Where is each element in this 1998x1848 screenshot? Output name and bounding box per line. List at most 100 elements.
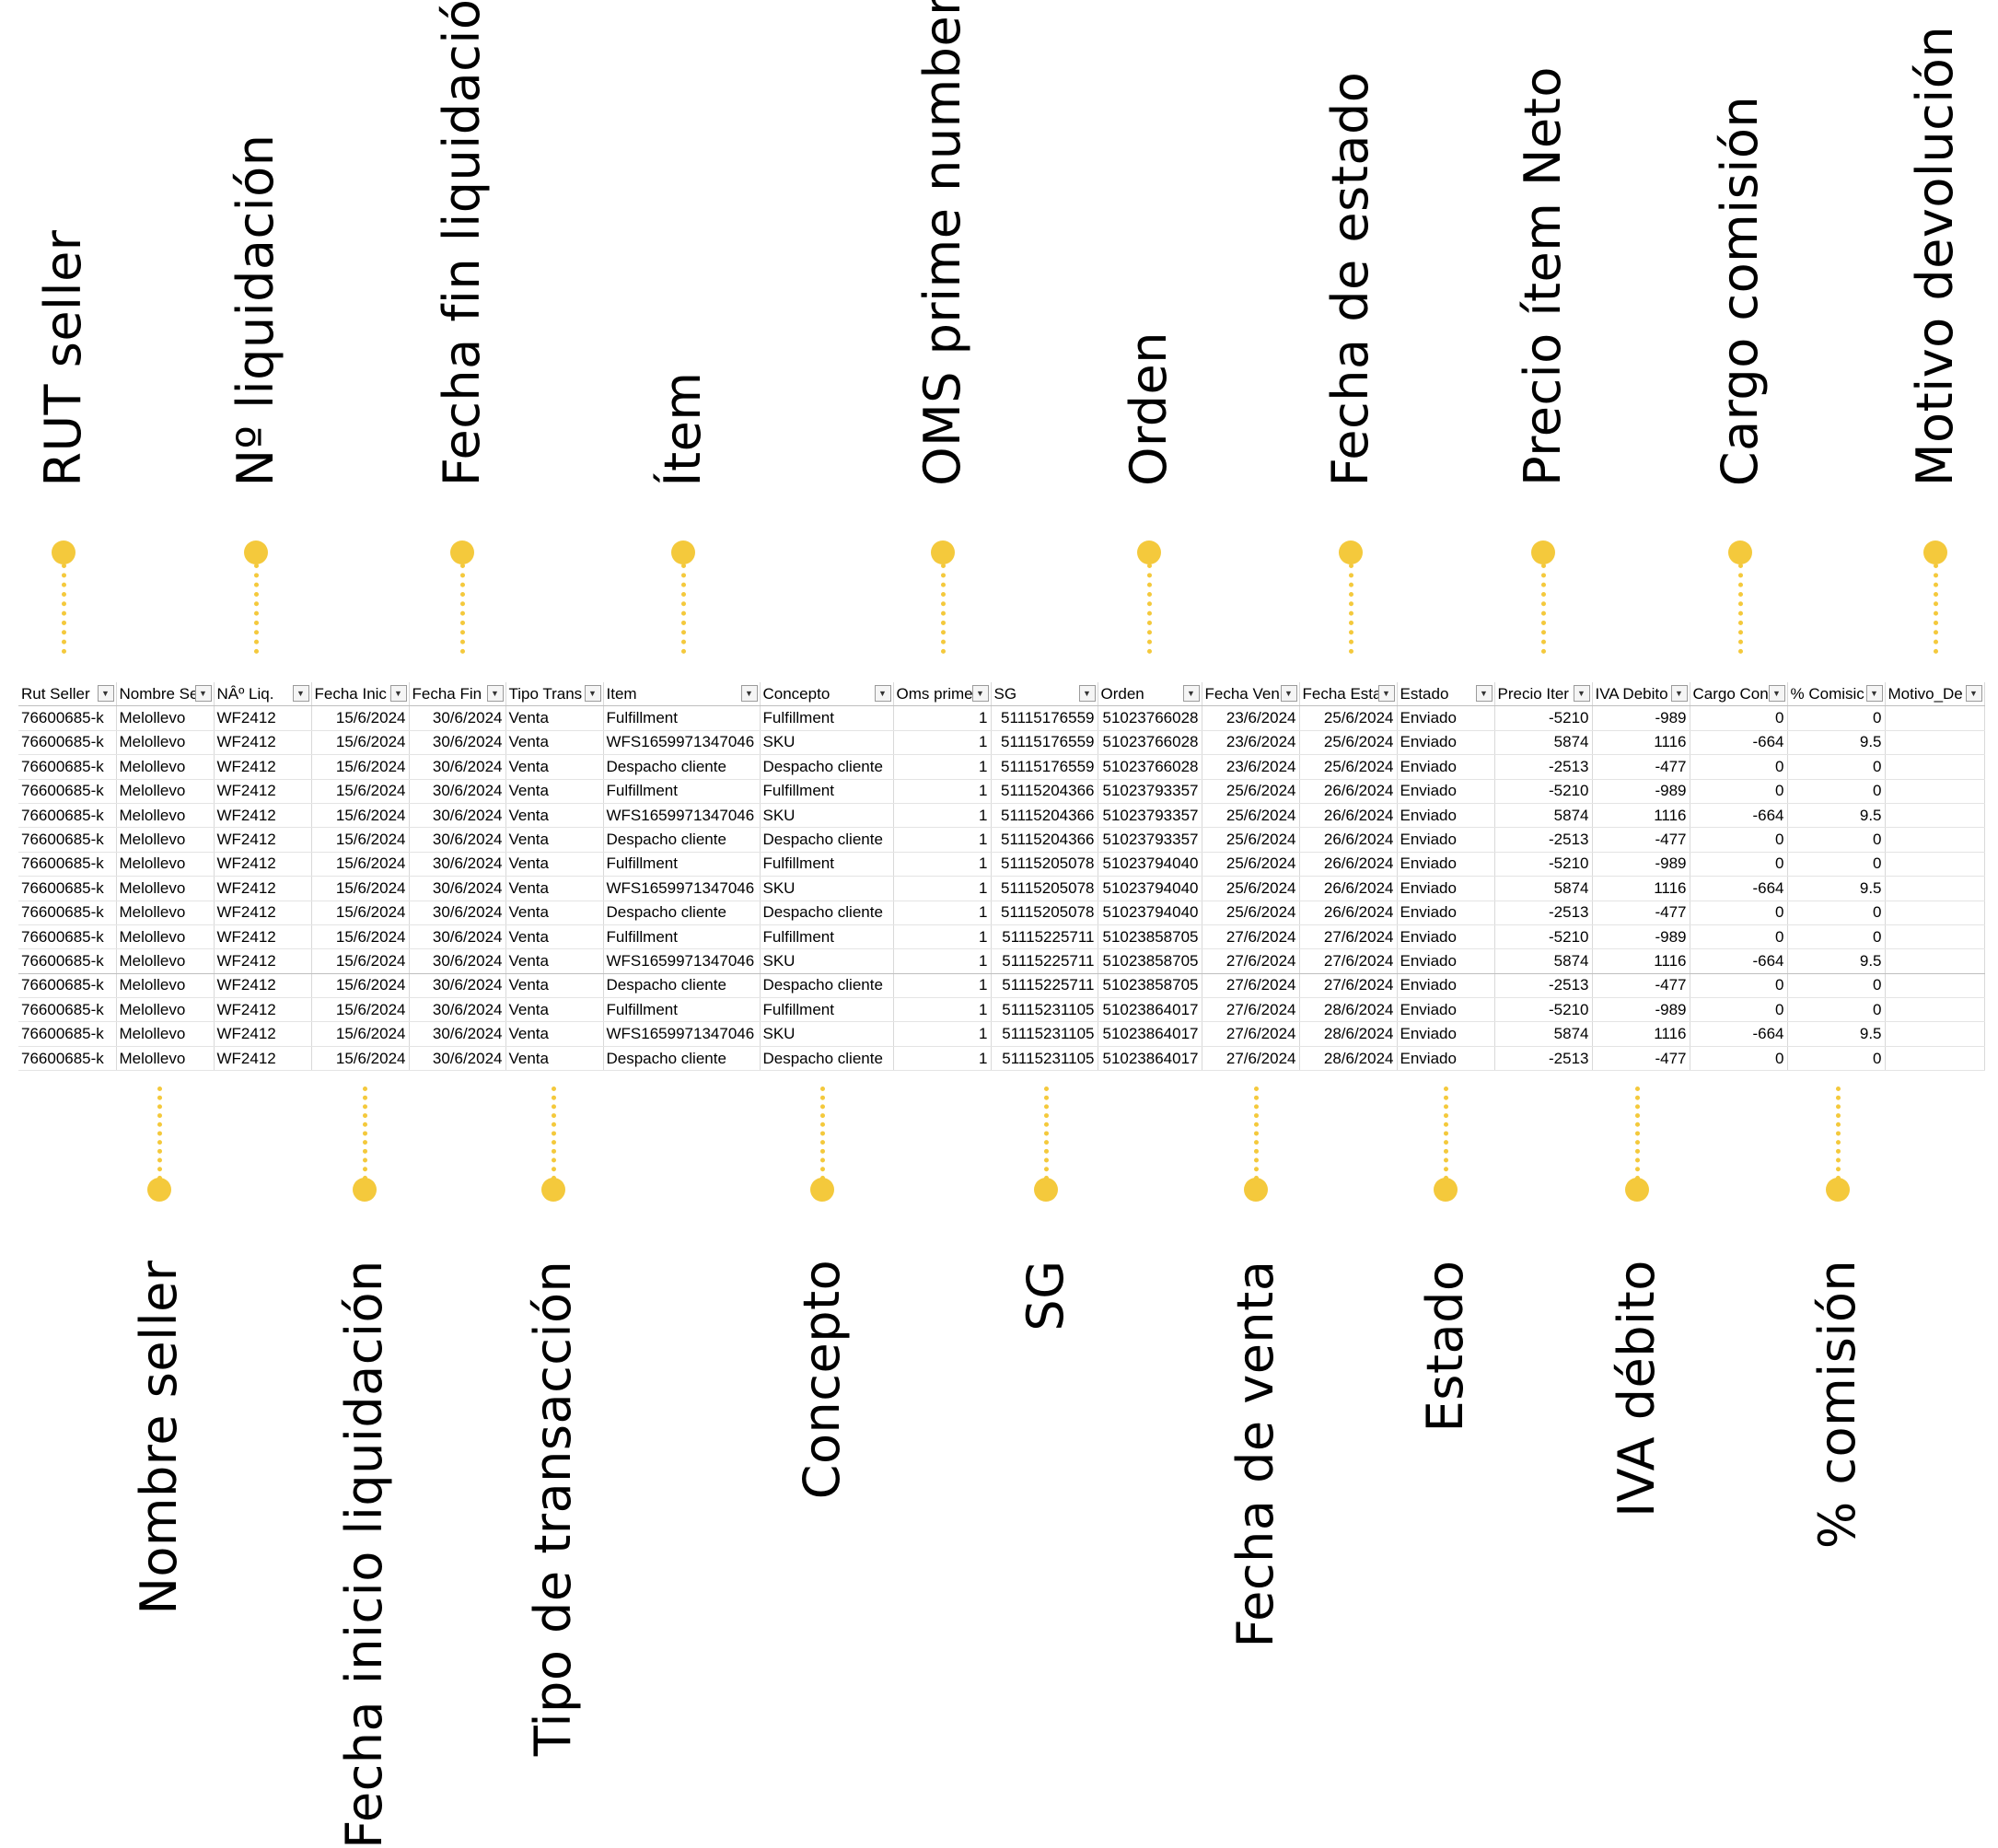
table-cell[interactable]: 28/6/2024 [1299,997,1398,1023]
table-cell[interactable]: 51023794040 [1098,901,1202,925]
table-cell[interactable]: 51023766028 [1098,754,1202,780]
table-cell[interactable]: 23/6/2024 [1202,705,1300,731]
table-cell[interactable]: 27/6/2024 [1299,948,1398,974]
table-cell[interactable]: 30/6/2024 [409,901,506,925]
table-cell[interactable] [1885,730,1985,756]
table-cell[interactable]: Enviado [1397,1046,1495,1072]
table-cell[interactable]: Venta [505,924,604,950]
table-cell[interactable]: SKU [760,948,894,974]
table-cell[interactable]: Melollevo [116,754,215,780]
table-cell[interactable]: 76600685-k [18,876,117,901]
table-cell[interactable]: Despacho cliente [760,973,894,999]
table-cell[interactable]: 30/6/2024 [409,948,506,974]
table-cell[interactable]: 1116 [1592,803,1690,829]
table-cell[interactable]: 0 [1690,901,1788,925]
table-cell[interactable]: Venta [505,705,604,731]
table-cell[interactable]: 27/6/2024 [1202,997,1300,1023]
table-cell[interactable]: 27/6/2024 [1202,924,1300,950]
table-cell[interactable]: -477 [1592,901,1690,925]
table-cell[interactable]: 51023858705 [1098,924,1202,950]
table-cell[interactable]: 27/6/2024 [1202,948,1300,974]
filter-dropdown-icon[interactable]: ▼ [1182,685,1200,702]
table-cell[interactable]: 0 [1787,705,1886,731]
table-cell[interactable]: WF2412 [214,803,312,829]
table-cell[interactable]: 26/6/2024 [1299,779,1398,804]
table-cell[interactable]: 15/6/2024 [311,1046,410,1072]
table-cell[interactable]: Despacho cliente [760,901,894,925]
table-cell[interactable]: Fulfillment [760,924,894,950]
table-cell[interactable]: 76600685-k [18,924,117,950]
table-cell[interactable]: Venta [505,779,604,804]
table-cell[interactable]: Despacho cliente [603,827,761,853]
table-cell[interactable]: WF2412 [214,705,312,731]
table-cell[interactable]: 9.5 [1787,948,1886,974]
table-cell[interactable]: Enviado [1397,997,1495,1023]
table-cell[interactable]: Enviado [1397,948,1495,974]
table-cell[interactable]: 26/6/2024 [1299,852,1398,878]
table-cell[interactable] [1885,779,1985,804]
table-cell[interactable]: 51023794040 [1098,876,1202,901]
table-cell[interactable]: 51023864017 [1098,1021,1202,1047]
table-cell[interactable]: 9.5 [1787,1021,1886,1047]
table-cell[interactable]: 1 [893,803,992,829]
table-cell[interactable]: Despacho cliente [603,754,761,780]
table-cell[interactable]: 76600685-k [18,779,117,804]
table-cell[interactable]: 1 [893,901,992,925]
table-cell[interactable]: 76600685-k [18,754,117,780]
table-cell[interactable]: Despacho cliente [603,973,761,999]
table-cell[interactable]: 1116 [1592,948,1690,974]
table-cell[interactable]: 30/6/2024 [409,730,506,756]
table-cell[interactable]: 51115231105 [991,1046,1098,1072]
table-cell[interactable]: 15/6/2024 [311,779,410,804]
table-cell[interactable]: 25/6/2024 [1202,901,1300,925]
table-cell[interactable]: Enviado [1397,779,1495,804]
table-cell[interactable] [1885,803,1985,829]
table-cell[interactable]: 0 [1690,924,1788,950]
table-cell[interactable]: -5210 [1494,705,1593,731]
table-cell[interactable]: Melollevo [116,901,215,925]
table-cell[interactable]: 51115225711 [991,948,1098,974]
table-cell[interactable]: 0 [1787,924,1886,950]
table-cell[interactable]: 51115231105 [991,997,1098,1023]
table-cell[interactable]: 0 [1787,754,1886,780]
table-cell[interactable]: 15/6/2024 [311,852,410,878]
table-cell[interactable]: 1 [893,1021,992,1047]
table-cell[interactable]: 25/6/2024 [1299,705,1398,731]
table-cell[interactable]: -664 [1690,876,1788,901]
table-cell[interactable]: 76600685-k [18,730,117,756]
table-cell[interactable]: -477 [1592,754,1690,780]
table-cell[interactable]: 51023793357 [1098,803,1202,829]
table-cell[interactable]: 25/6/2024 [1202,803,1300,829]
table-cell[interactable]: -989 [1592,779,1690,804]
filter-dropdown-icon[interactable]: ▼ [1865,685,1883,702]
table-cell[interactable]: Melollevo [116,1021,215,1047]
table-cell[interactable]: -2513 [1494,1046,1593,1072]
table-cell[interactable]: -477 [1592,827,1690,853]
table-cell[interactable]: WFS1659971347046 [603,803,761,829]
table-cell[interactable]: 15/6/2024 [311,876,410,901]
table-cell[interactable]: Fulfillment [760,705,894,731]
table-cell[interactable]: 51023864017 [1098,997,1202,1023]
table-cell[interactable]: 51115204366 [991,827,1098,853]
table-cell[interactable]: 30/6/2024 [409,876,506,901]
table-cell[interactable]: Enviado [1397,803,1495,829]
table-cell[interactable]: -477 [1592,973,1690,999]
table-cell[interactable]: 76600685-k [18,803,117,829]
table-cell[interactable]: 51115176559 [991,705,1098,731]
table-cell[interactable]: Fulfillment [603,997,761,1023]
table-cell[interactable]: WF2412 [214,779,312,804]
table-cell[interactable]: -5210 [1494,852,1593,878]
table-cell[interactable]: 30/6/2024 [409,1021,506,1047]
table-cell[interactable]: 15/6/2024 [311,973,410,999]
table-cell[interactable]: 26/6/2024 [1299,803,1398,829]
filter-dropdown-icon[interactable]: ▼ [740,685,758,702]
table-cell[interactable]: 25/6/2024 [1202,852,1300,878]
table-cell[interactable]: 0 [1690,1046,1788,1072]
table-cell[interactable]: 76600685-k [18,997,117,1023]
table-cell[interactable]: Despacho cliente [760,827,894,853]
table-cell[interactable]: 1 [893,973,992,999]
filter-dropdown-icon[interactable]: ▼ [1078,685,1096,702]
table-cell[interactable]: Melollevo [116,948,215,974]
table-cell[interactable]: 51023793357 [1098,827,1202,853]
table-cell[interactable]: 76600685-k [18,948,117,974]
